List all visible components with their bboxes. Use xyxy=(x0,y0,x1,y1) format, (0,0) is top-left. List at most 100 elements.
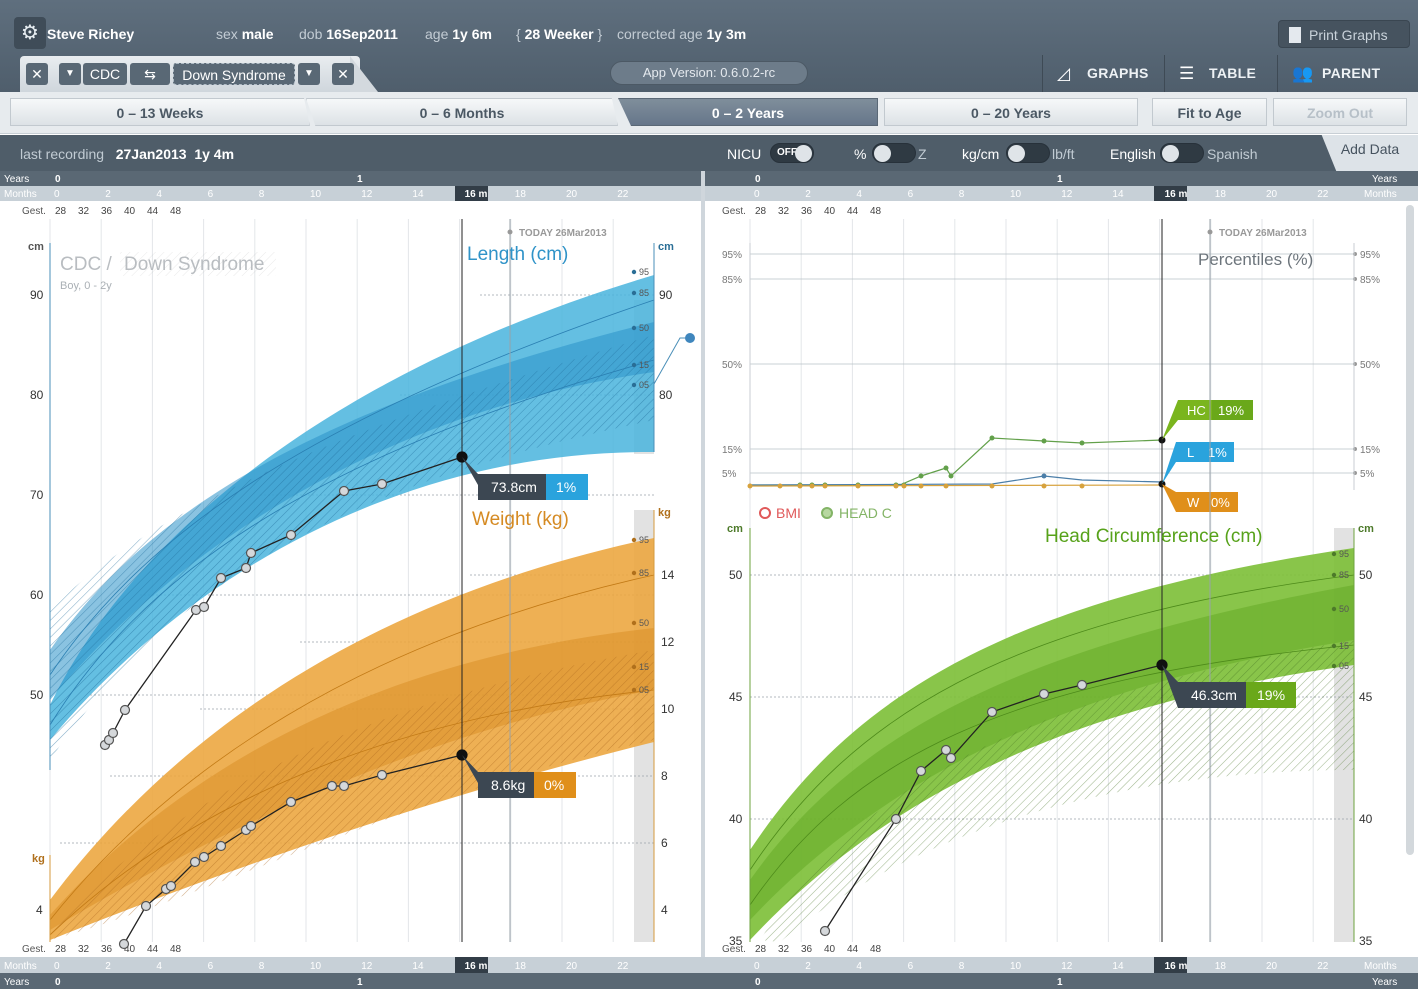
nicu-toggle[interactable]: OFF xyxy=(770,143,814,163)
data-point[interactable] xyxy=(285,796,297,808)
swap-icon[interactable]: ⇆ xyxy=(130,63,170,85)
data-point[interactable] xyxy=(215,572,227,584)
w-tag-value: 0% xyxy=(1211,495,1230,510)
percentile-label: 95 xyxy=(1339,549,1349,559)
data-point[interactable] xyxy=(215,840,227,852)
zoom-out-button[interactable]: Zoom Out xyxy=(1273,98,1407,126)
length-data-points[interactable] xyxy=(99,451,468,751)
data-point[interactable] xyxy=(376,478,388,490)
tab-parent[interactable]: 👥 PARENT xyxy=(1277,55,1418,92)
data-point[interactable] xyxy=(945,752,957,764)
data-point[interactable] xyxy=(285,529,297,541)
gear-icon[interactable]: ⚙ xyxy=(14,17,46,49)
month-tick: 0 xyxy=(54,189,60,200)
percent-z-toggle[interactable] xyxy=(872,143,916,163)
data-point[interactable] xyxy=(198,851,210,863)
tab-graphs[interactable]: ◿ GRAPHS xyxy=(1042,55,1163,92)
bmi-legend-icon[interactable] xyxy=(759,507,771,519)
remove-source-icon[interactable]: ✕ xyxy=(332,63,354,85)
tab-range-6-months[interactable]: 0 – 6 Months xyxy=(306,98,618,126)
data-point[interactable] xyxy=(189,856,201,868)
headc-legend-label[interactable]: HEAD C xyxy=(839,505,892,521)
data-point[interactable] xyxy=(119,704,131,716)
data-point[interactable] xyxy=(890,813,902,825)
language-toggle[interactable] xyxy=(1160,143,1204,163)
data-point[interactable] xyxy=(165,880,177,892)
percentile-point xyxy=(777,483,783,489)
fit-to-age-button[interactable]: Fit to Age xyxy=(1152,98,1267,126)
add-data-button[interactable]: Add Data xyxy=(1321,135,1418,171)
hc-tag-value: 19% xyxy=(1218,403,1244,418)
data-point[interactable] xyxy=(326,780,338,792)
month-tick: 18 xyxy=(1215,961,1227,972)
tab-range-13-weeks[interactable]: 0 – 13 Weeks xyxy=(10,98,310,126)
month-tick: 8 xyxy=(259,961,265,972)
today-label: TODAY 26Mar2013 xyxy=(519,228,607,239)
source-secondary-button[interactable]: Down Syndrome xyxy=(173,63,295,85)
vertical-scrollbar[interactable] xyxy=(1406,205,1414,855)
month-tick: 12 xyxy=(361,189,373,200)
weight-value: 8.6kg xyxy=(491,777,525,793)
gest-tick: 40 xyxy=(124,944,136,955)
month-tick: 12 xyxy=(1061,961,1073,972)
print-graphs-button[interactable]: Print Graphs xyxy=(1278,20,1410,48)
data-point[interactable] xyxy=(140,900,152,912)
toggle-knob xyxy=(795,145,812,162)
data-point[interactable] xyxy=(245,547,257,559)
close-icon[interactable]: ✕ xyxy=(26,63,48,85)
percentile-label: 15 xyxy=(639,662,649,672)
month-tick: 14 xyxy=(412,189,424,200)
percentile-dot xyxy=(631,687,637,693)
secondary-dropdown-icon[interactable]: ▼ xyxy=(298,63,320,85)
percentile-tick: 95% xyxy=(722,250,742,261)
weight-unit-right: kg xyxy=(658,507,671,519)
hc-value-tag: 46.3cm 19% xyxy=(1162,665,1296,708)
headc-legend-icon[interactable] xyxy=(821,507,833,519)
percentile-dot xyxy=(631,570,637,576)
hc-tick: 40 xyxy=(729,812,743,826)
data-point[interactable] xyxy=(1038,688,1050,700)
data-point[interactable] xyxy=(376,769,388,781)
source-primary-button[interactable]: CDC xyxy=(83,63,127,85)
data-point[interactable] xyxy=(107,727,119,739)
data-point[interactable] xyxy=(1076,679,1088,691)
weight-tick: 12 xyxy=(661,635,675,649)
gest-tick: 36 xyxy=(101,944,113,955)
tab-range-2-years[interactable]: 0 – 2 Years xyxy=(618,98,878,126)
data-point[interactable] xyxy=(118,938,130,950)
data-point[interactable] xyxy=(245,820,257,832)
weight-data-points[interactable] xyxy=(118,749,468,950)
hc-percentile-line xyxy=(750,437,1163,486)
month-tick: 4 xyxy=(856,961,862,972)
month-tick: 10 xyxy=(310,961,322,972)
data-point[interactable] xyxy=(338,780,350,792)
percentile-dot xyxy=(631,382,637,388)
bmi-legend-label[interactable]: BMI xyxy=(776,505,801,521)
percentile-dot xyxy=(631,362,637,368)
percentile-point xyxy=(809,483,815,489)
data-point[interactable] xyxy=(240,562,252,574)
graph-icon: ◿ xyxy=(1057,64,1071,83)
data-point[interactable] xyxy=(915,765,927,777)
percentile-point xyxy=(943,465,949,471)
percentile-point xyxy=(989,483,995,489)
data-point[interactable] xyxy=(198,601,210,613)
weight-p15-line xyxy=(49,689,655,936)
weight-unit-left: kg xyxy=(32,853,45,865)
tab-table[interactable]: ☰ TABLE xyxy=(1164,55,1276,92)
gest-tick: 28 xyxy=(55,206,67,217)
tab-range-20-years[interactable]: 0 – 20 Years xyxy=(884,98,1138,126)
units-toggle[interactable] xyxy=(1006,143,1050,163)
length-projection xyxy=(653,337,690,385)
range-bar: 0 – 13 Weeks 0 – 6 Months 0 – 2 Years 0 … xyxy=(0,92,1418,134)
data-point[interactable] xyxy=(819,925,831,937)
bottom-axis-header xyxy=(0,957,1418,989)
data-point[interactable] xyxy=(986,706,998,718)
hc-unit-left: cm xyxy=(727,523,743,535)
percentile-label: 85 xyxy=(639,568,649,578)
chevron-down-icon[interactable]: ▼ xyxy=(59,63,81,85)
percentile-axis: 95% 95% 85% 85% 50% 50% 15% 15% 5% 5% xyxy=(722,243,1380,490)
data-point[interactable] xyxy=(940,744,952,756)
data-point[interactable] xyxy=(338,485,350,497)
length-projection-dot[interactable] xyxy=(685,333,695,343)
